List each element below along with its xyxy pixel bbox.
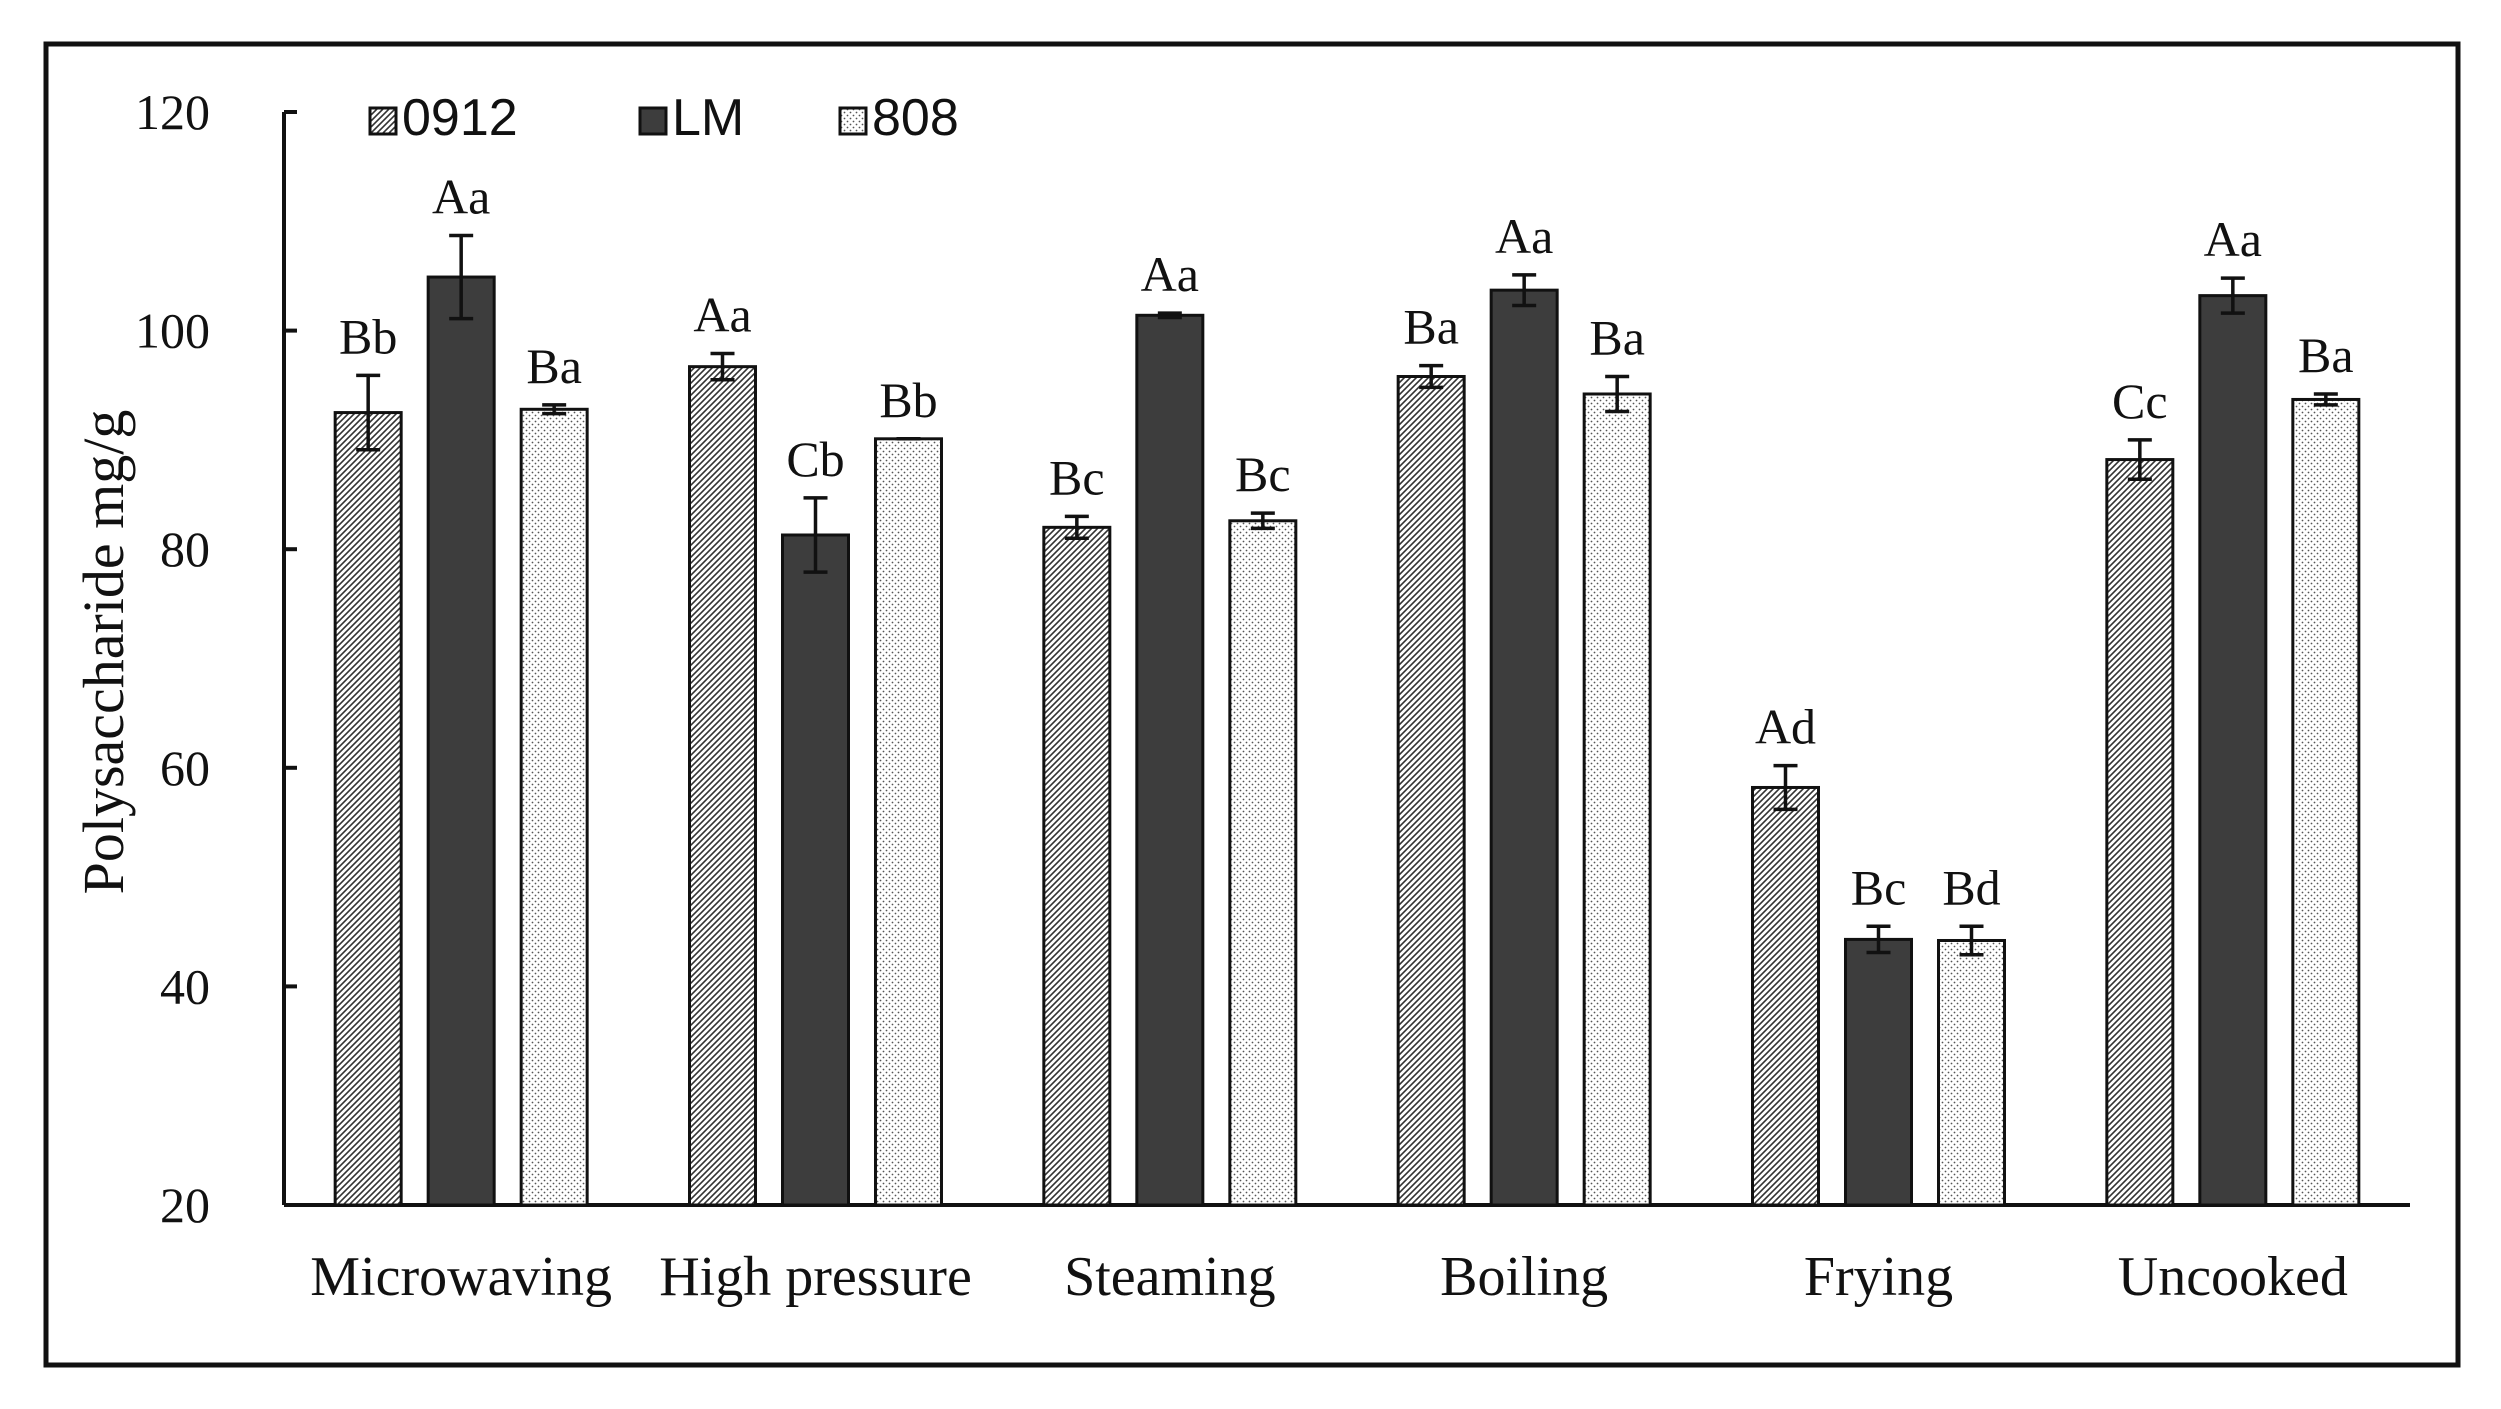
bar-group-uncooked: Cc Aa Ba	[2105, 211, 2361, 1207]
significance-label: Aa	[693, 287, 751, 343]
significance-label: Ba	[526, 338, 582, 394]
bar-0912	[688, 365, 757, 1207]
bar-0912	[1751, 785, 1820, 1207]
significance-label: Bc	[1049, 449, 1105, 505]
bar-808	[1937, 938, 2006, 1207]
y-axis: 20 40 60 80 100 120	[135, 84, 297, 1233]
x-tick-label: Frying	[1804, 1246, 1953, 1308]
bar-group-boiling: Ba Aa Ba	[1396, 208, 1652, 1207]
significance-label: Bb	[879, 372, 937, 428]
legend-item-808: 808	[838, 89, 959, 147]
y-tick-label: 100	[135, 303, 210, 359]
y-tick-label: 20	[160, 1177, 210, 1233]
bar-808	[874, 437, 943, 1207]
bar-0912	[1396, 375, 1466, 1207]
significance-label: Aa	[1495, 208, 1553, 264]
significance-label: Ba	[2298, 327, 2354, 383]
x-tick-label: Steaming	[1064, 1246, 1276, 1308]
y-axis-title: Polysaccharide mg/g	[71, 410, 136, 895]
x-tick-label: Boiling	[1440, 1246, 1608, 1308]
significance-label: Cc	[2112, 373, 2168, 429]
significance-label: Bc	[1235, 446, 1291, 502]
bar-808	[1582, 392, 1652, 1207]
significance-label: Aa	[432, 169, 490, 225]
significance-label: Cb	[786, 431, 844, 487]
x-axis: Microwaving High pressure Steaming Boiling F…	[284, 1203, 2410, 1308]
significance-label: Ad	[1755, 699, 1816, 755]
y-tick-label: 60	[160, 740, 210, 796]
legend-swatch	[838, 106, 868, 136]
x-tick-label: High pressure	[659, 1246, 972, 1308]
significance-label: Ba	[1403, 299, 1459, 355]
significance-label: Aa	[2204, 211, 2262, 267]
legend-swatch	[368, 106, 398, 136]
bar-lm	[1135, 313, 1205, 1207]
legend-label: 0912	[402, 89, 518, 147]
bar-group-microwaving: Bb Aa Ba	[333, 169, 589, 1207]
y-tick-label: 40	[160, 958, 210, 1014]
bar-lm	[1844, 937, 1913, 1207]
legend-item-lm: LM	[638, 89, 744, 147]
bar-808	[1228, 519, 1298, 1207]
legend-label: LM	[672, 89, 744, 147]
legend-label: 808	[872, 89, 959, 147]
bar-lm	[781, 533, 850, 1207]
bar-group-steaming: Bc Aa Bc	[1042, 246, 1298, 1207]
legend: 0912 LM 808	[368, 89, 959, 147]
significance-label: Bc	[1851, 859, 1907, 915]
bar-0912	[2105, 458, 2175, 1207]
x-tick-label: Uncooked	[2118, 1246, 2348, 1308]
x-tick-label: Microwaving	[310, 1246, 612, 1308]
significance-label: Ba	[1589, 310, 1645, 366]
y-tick-label: 120	[135, 84, 210, 140]
bar-808	[2291, 397, 2361, 1207]
significance-label: Bb	[339, 308, 397, 364]
bar-lm	[2198, 294, 2268, 1207]
bar-lm	[426, 275, 496, 1207]
significance-label: Bd	[1942, 859, 2000, 915]
legend-item-0912: 0912	[368, 89, 518, 147]
bar-0912	[1042, 525, 1112, 1207]
bar-808	[519, 407, 589, 1207]
significance-label: Aa	[1141, 246, 1199, 302]
y-tick-label: 80	[160, 521, 210, 577]
bar-lm	[1489, 288, 1559, 1207]
bar-group-frying: Ad Bc Bd	[1751, 699, 2006, 1207]
bar-0912	[333, 411, 403, 1207]
bar-groups: Bb Aa Ba Aa Cb Bb Bc Aa Bc Ba Aa Ba Ad Bc Bd Cc Aa Ba	[333, 169, 2361, 1207]
legend-swatch	[638, 106, 668, 136]
bar-group-high-pressure: Aa Cb Bb	[688, 287, 943, 1207]
